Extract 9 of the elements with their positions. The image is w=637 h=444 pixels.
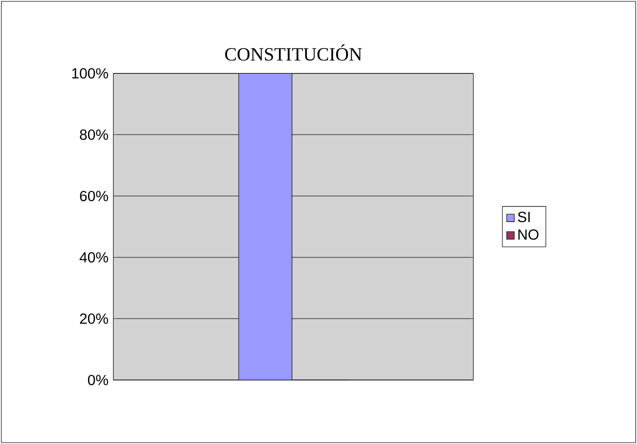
chart-title: CONSTITUCIÓN (225, 44, 362, 61)
y-tick-label: 40% (80, 252, 108, 263)
legend-label: NO (518, 229, 538, 240)
y-tick-label: 80% (80, 129, 108, 140)
y-tick-label: 60% (80, 190, 108, 202)
y-tick-label: 100% (72, 68, 108, 79)
y-tick-label: 20% (80, 313, 108, 324)
legend-label: SI (518, 212, 530, 222)
y-tick-label: 0% (88, 374, 108, 386)
